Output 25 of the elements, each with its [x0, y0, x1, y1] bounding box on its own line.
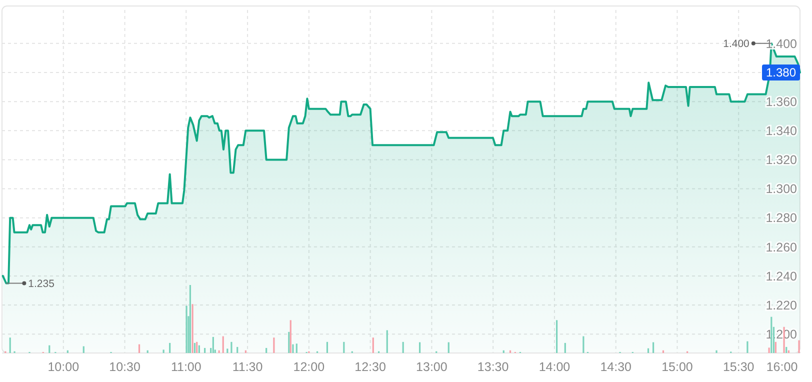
y-tick-label: 1.260 — [766, 240, 798, 254]
x-tick-label: 14:30 — [600, 360, 632, 374]
x-tick-label: 12:00 — [293, 360, 325, 374]
x-tick-label: 15:00 — [662, 360, 693, 374]
y-tick-label: 1.220 — [766, 298, 798, 312]
y-tick-label: 1.240 — [766, 269, 798, 284]
x-tick-label: 11:00 — [170, 360, 202, 374]
y-tick-label: 1.340 — [766, 124, 798, 138]
x-tick-label: 10:00 — [48, 360, 80, 374]
x-tick-label: 13:00 — [416, 360, 448, 374]
x-tick-label: 14:00 — [538, 360, 570, 374]
x-tick-label: 10:30 — [109, 360, 140, 374]
x-tick-label: 15:30 — [722, 360, 754, 374]
y-tick-label: 1.320 — [766, 153, 798, 168]
y-tick-label: 1.360 — [766, 94, 798, 109]
annotation: 1.235 — [28, 278, 55, 290]
y-tick-label: 1.300 — [766, 182, 798, 196]
x-tick-label: 13:30 — [477, 360, 509, 374]
x-tick-label: 12:30 — [354, 360, 386, 374]
annotation: 1.400 — [723, 38, 750, 50]
annotation: 1.380 — [766, 66, 796, 80]
y-tick-label: 1.400 — [766, 36, 798, 51]
x-tick-label: 16:00 — [766, 360, 798, 374]
y-tick-label: 1.280 — [766, 211, 798, 226]
x-tick-label: 11:30 — [232, 360, 263, 374]
